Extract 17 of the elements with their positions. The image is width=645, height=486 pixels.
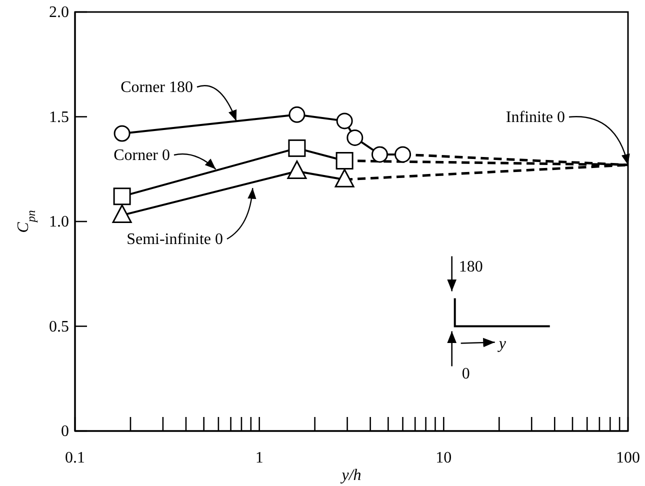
x-axis-title: y/h [340, 467, 362, 484]
x-tick-label: 1 [255, 449, 264, 466]
y-tick-label: 0 [61, 423, 69, 440]
x-tick-label: 100 [616, 449, 640, 466]
y-tick-label: 0.5 [49, 318, 69, 336]
annotation: Semi-infinite 0 [126, 231, 223, 248]
annotation: Corner 180 [120, 79, 193, 96]
annotation: 180 [458, 258, 483, 276]
annotation: y [496, 335, 507, 352]
annotation: Infinite 0 [506, 109, 565, 126]
annotation: Corner 0 [114, 147, 170, 164]
annotation: 0 [462, 365, 470, 382]
x-tick-label: 10 [436, 449, 452, 466]
y-tick-label: 1.5 [49, 108, 69, 126]
y-tick-label: 1.0 [49, 214, 69, 231]
x-tick-label: 0.1 [65, 449, 85, 466]
y-tick-label: 2.0 [49, 4, 69, 22]
